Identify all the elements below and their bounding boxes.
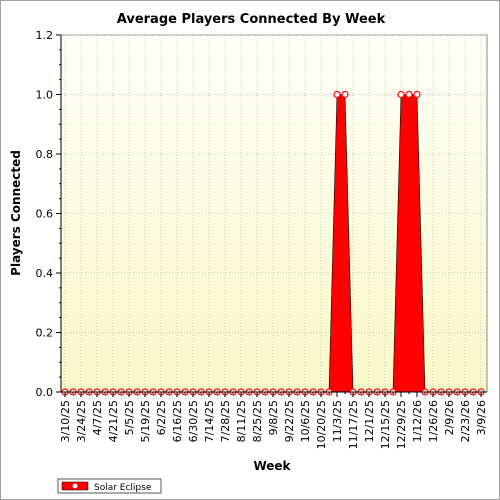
x-tick-label: 1/12/26 — [411, 400, 424, 442]
x-tick-label: 4/21/25 — [107, 400, 120, 442]
x-tick-label: 6/2/25 — [155, 400, 168, 435]
x-tick-label: 3/24/25 — [75, 400, 88, 442]
x-tick-label: 9/8/25 — [267, 400, 280, 435]
data-point — [405, 90, 413, 99]
x-tick-label: 8/11/25 — [235, 400, 248, 442]
x-tick-label: 11/3/25 — [331, 400, 344, 442]
data-point — [413, 90, 421, 99]
y-tick-label: 0.0 — [36, 386, 54, 399]
x-tick-label: 10/6/25 — [299, 400, 312, 442]
x-tick-label: 12/15/25 — [379, 400, 392, 449]
x-tick-label: 7/28/25 — [219, 400, 232, 442]
x-tick-label: 1/26/26 — [427, 400, 440, 442]
x-tick-label: 10/20/25 — [315, 400, 328, 449]
data-point — [397, 90, 405, 99]
y-tick-label: 0.2 — [36, 327, 54, 340]
x-tick-label: 5/19/25 — [139, 400, 152, 442]
y-axis-label: Players Connected — [9, 150, 23, 276]
x-tick-label: 4/7/25 — [91, 400, 104, 435]
axes: 0.0 0.2 0.4 0.6 0.8 1.0 1.2 3/10/25 3/24/25 4/7/2… — [36, 29, 489, 449]
x-tick-label: 9/22/25 — [283, 400, 296, 442]
x-tick-label: 5/5/25 — [123, 400, 136, 435]
x-axis-label: Week — [253, 459, 291, 473]
x-tick-label: 8/25/25 — [251, 400, 264, 442]
y-tick-label: 0.6 — [36, 208, 54, 221]
y-tick-label: 1.0 — [36, 89, 54, 102]
x-tick-label: 12/1/25 — [363, 400, 376, 442]
x-tick-label: 6/16/25 — [171, 400, 184, 442]
x-tick-label: 2/23/26 — [459, 400, 472, 442]
x-tick-label: 3/10/25 — [59, 400, 72, 442]
series-area — [61, 90, 485, 396]
x-tick-label: 6/30/25 — [187, 400, 200, 442]
legend: Solar Eclipse — [57, 478, 162, 494]
y-tick-label: 1.2 — [36, 29, 54, 42]
x-tick-label: 2/9/26 — [443, 400, 456, 435]
x-tick-label: 7/14/25 — [203, 400, 216, 442]
legend-marker — [71, 482, 79, 490]
legend-series-name: Solar Eclipse — [94, 483, 152, 493]
x-tick-label: 3/9/26 — [475, 400, 488, 435]
data-point — [333, 90, 341, 99]
x-tick-label: 11/17/25 — [347, 400, 360, 449]
x-tick-label: 12/29/25 — [395, 400, 408, 449]
y-tick-label: 0.4 — [36, 267, 54, 280]
data-point — [341, 90, 349, 99]
y-tick-label: 0.8 — [36, 148, 54, 161]
chart-title: Average Players Connected By Week — [117, 12, 386, 27]
